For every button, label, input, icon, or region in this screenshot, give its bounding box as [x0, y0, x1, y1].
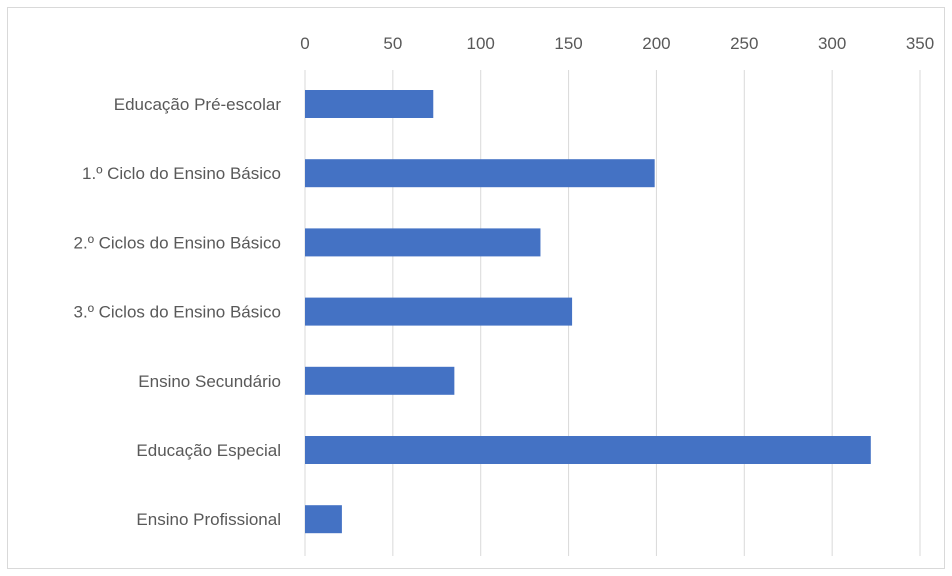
x-tick-label: 100 — [467, 34, 495, 53]
gridlines — [304, 70, 921, 556]
category-label: Ensino Profissional — [136, 510, 281, 529]
category-labels: Educação Pré-escolar 1.º Ciclo do Ensino … — [74, 95, 282, 529]
category-label: 1.º Ciclo do Ensino Básico — [82, 164, 281, 183]
x-tick-label: 200 — [642, 34, 670, 53]
bars — [305, 90, 871, 534]
x-tick-label: 50 — [383, 34, 402, 53]
x-tick-label: 250 — [730, 34, 758, 53]
x-tick-label: 150 — [554, 34, 582, 53]
bar — [305, 505, 342, 534]
bar — [305, 228, 541, 257]
category-label: 2.º Ciclos do Ensino Básico — [74, 233, 281, 252]
category-label: Ensino Secundário — [138, 372, 281, 391]
category-label: 3.º Ciclos do Ensino Básico — [74, 303, 281, 322]
bar — [305, 159, 655, 188]
bar — [305, 297, 573, 326]
x-tick-label: 0 — [300, 34, 309, 53]
x-tick-label: 350 — [906, 34, 934, 53]
bar — [305, 90, 434, 118]
bar — [305, 366, 455, 395]
chart-frame — [7, 7, 945, 569]
bar — [305, 436, 871, 464]
x-tick-label: 300 — [818, 34, 846, 53]
x-axis-ticks: 0 50 100 150 200 250 300 350 — [300, 34, 934, 53]
category-label: Educação Especial — [136, 441, 281, 460]
category-label: Educação Pré-escolar — [114, 95, 282, 114]
